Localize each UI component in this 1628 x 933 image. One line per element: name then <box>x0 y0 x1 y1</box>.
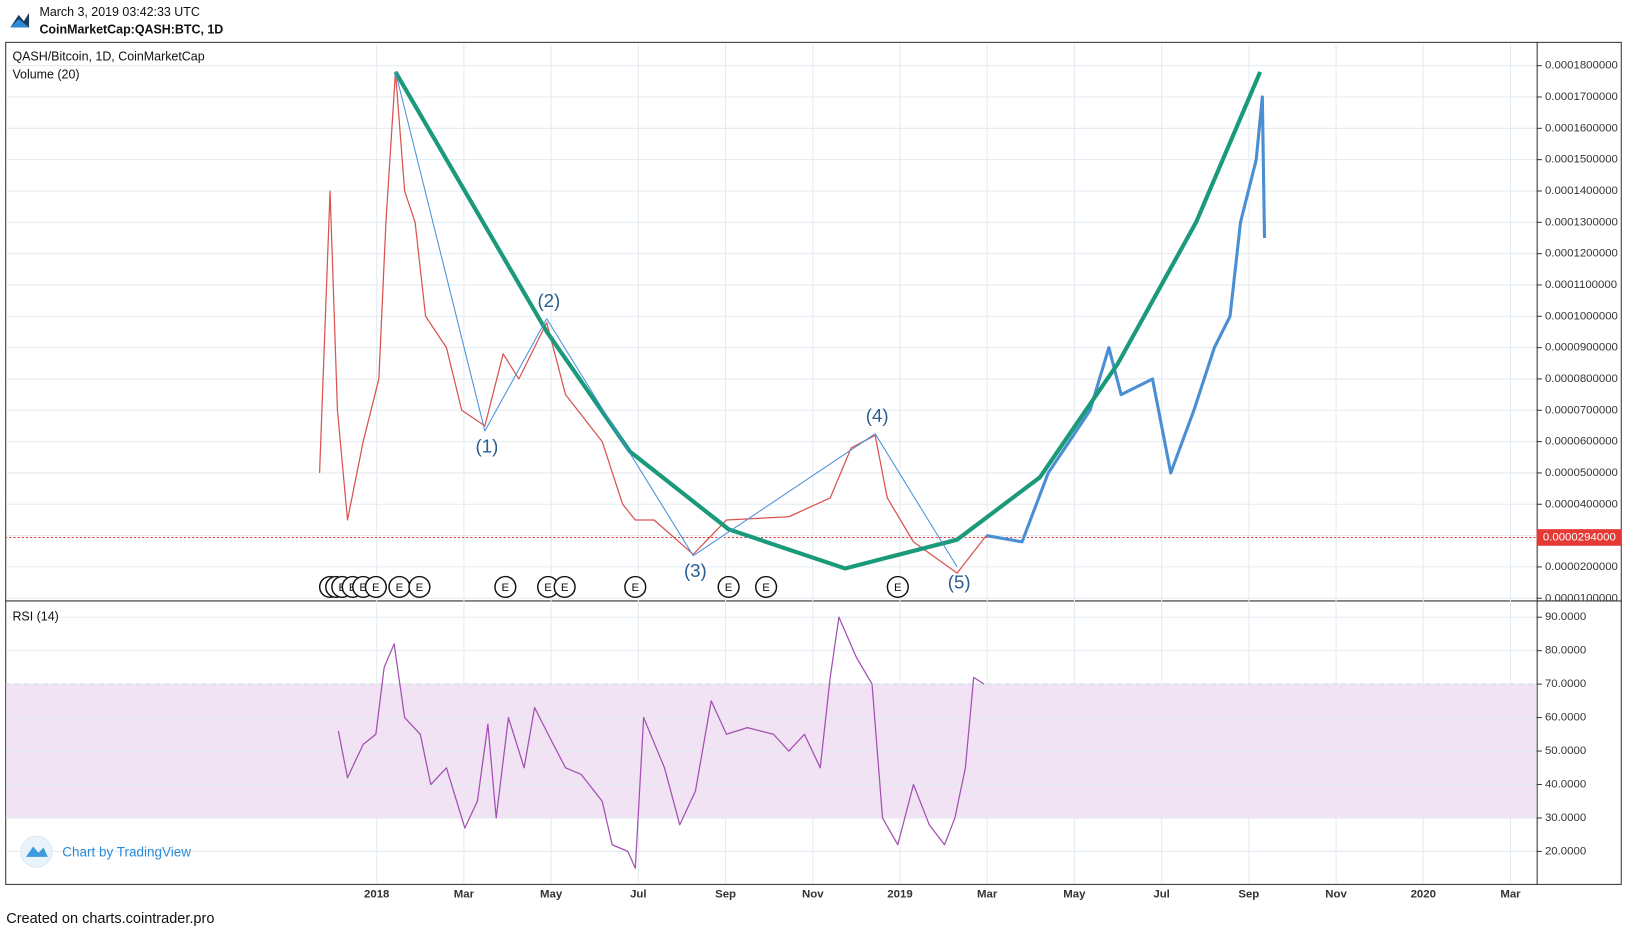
plot-layer: 2018 Mar May Jul Sep Nov 2019 Mar May Jul Sep Nov 20… <box>5 42 1622 900</box>
x-tick-label: Sep <box>715 888 736 900</box>
x-tick-label: Jul <box>630 888 646 900</box>
x-tick-label: May <box>540 888 563 900</box>
earnings-label: E <box>372 582 380 594</box>
current-price-label: 0.0000294000 <box>1543 531 1616 543</box>
earnings-circle <box>553 575 576 599</box>
y-tick-label: 0.0001300000 <box>1545 216 1618 228</box>
logo <box>8 8 32 30</box>
earnings-marker: E <box>408 575 431 599</box>
y-tick-label: 30.0000 <box>1545 812 1586 824</box>
watermark[interactable]: Chart by TradingView <box>20 835 191 868</box>
earnings-label: E <box>359 582 367 594</box>
y-tick-label: 0.0001100000 <box>1545 279 1617 291</box>
earnings-marker: E <box>553 575 576 599</box>
x-tick-label: Mar <box>454 888 475 900</box>
y-tick-label: 0.0000900000 <box>1545 342 1618 354</box>
y-tick-label: 0.0001600000 <box>1545 122 1618 134</box>
wave-label: (1) <box>476 435 499 456</box>
x-tick-label: 2018 <box>364 888 389 900</box>
rsi-title: RSI (14) <box>12 609 58 623</box>
earnings-marker: E <box>624 575 647 599</box>
x-tick-label: 2019 <box>887 888 912 900</box>
series-line <box>394 71 958 568</box>
x-tick-label: Jul <box>1153 888 1169 900</box>
chart-frame <box>5 41 1622 885</box>
watermark-text: Chart by TradingView <box>62 844 191 859</box>
x-tick-label: Nov <box>802 888 824 900</box>
x-tick-label: Mar <box>977 888 998 900</box>
earnings-label: E <box>725 582 733 594</box>
earnings-marker: E <box>388 575 411 599</box>
earnings-marker: E <box>494 575 517 599</box>
y-tick-label: 0.0000500000 <box>1545 467 1618 479</box>
earnings-circle <box>408 575 431 599</box>
y-tick-label: 0.0001500000 <box>1545 154 1618 166</box>
earnings-circle <box>624 575 647 599</box>
y-tick-label: 0.0000200000 <box>1545 561 1618 573</box>
y-tick-label: 50.0000 <box>1545 745 1586 757</box>
earnings-marker: E <box>886 575 909 599</box>
y-tick-label: 80.0000 <box>1545 645 1586 657</box>
earnings-marker: E <box>364 575 387 599</box>
x-tick-label: Nov <box>1325 888 1347 900</box>
y-tick-label: 0.0000100000 <box>1545 592 1618 604</box>
wave-label: (3) <box>684 560 707 581</box>
y-tick-label: 0.0001400000 <box>1545 185 1618 197</box>
x-tick-label: Sep <box>1238 888 1259 900</box>
y-tick-label: 0.0000700000 <box>1545 404 1618 416</box>
wave-label: (5) <box>948 571 971 592</box>
wave-label: (2) <box>537 290 560 311</box>
y-tick-label: 0.0001700000 <box>1545 91 1618 103</box>
y-tick-label: 70.0000 <box>1545 678 1586 690</box>
y-tick-label: 40.0000 <box>1545 779 1586 791</box>
earnings-label: E <box>544 582 552 594</box>
current-price-tag <box>1536 529 1622 546</box>
series-line <box>318 71 987 574</box>
earnings-circle <box>755 575 778 599</box>
y-tick-label: 0.0001000000 <box>1545 310 1618 322</box>
y-tick-label: 0.0000800000 <box>1545 373 1618 385</box>
earnings-label: E <box>561 582 569 594</box>
x-tick-label: Mar <box>1500 888 1521 900</box>
y-tick-label: 20.0000 <box>1545 845 1586 857</box>
series-line <box>337 616 985 869</box>
y-tick-label: 90.0000 <box>1545 611 1586 623</box>
earnings-label: E <box>631 582 639 594</box>
x-tick-label: May <box>1063 888 1086 900</box>
x-tick-label: 2020 <box>1411 888 1436 900</box>
earnings-circle <box>886 575 909 599</box>
earnings-marker: E <box>755 575 778 599</box>
y-tick-label: 60.0000 <box>1545 712 1586 724</box>
earnings-label: E <box>502 582 510 594</box>
y-tick-label: 0.0000600000 <box>1545 436 1618 448</box>
volume-label: Volume (20) <box>12 67 79 81</box>
y-tick-label: 0.0001200000 <box>1545 248 1618 260</box>
earnings-marker: E <box>717 575 740 599</box>
series-line <box>986 95 1267 544</box>
earnings-circle <box>494 575 517 599</box>
earnings-circle <box>717 575 740 599</box>
earnings-label: E <box>396 582 404 594</box>
chart-title: QASH/Bitcoin, 1D, CoinMarketCap <box>12 50 204 64</box>
y-tick-label: 0.0001800000 <box>1545 60 1618 72</box>
wave-label: (4) <box>866 405 889 426</box>
earnings-label: E <box>416 582 424 594</box>
y-tick-label: 0.0000400000 <box>1545 498 1618 510</box>
earnings-label: E <box>762 582 770 594</box>
footer: Created on charts.cointrader.pro <box>6 911 214 927</box>
timestamp: March 3, 2019 03:42:33 UTC <box>39 5 199 19</box>
earnings-circle <box>364 575 387 599</box>
earnings-label: E <box>894 582 902 594</box>
series-line <box>393 70 1263 571</box>
symbol: CoinMarketCap:QASH:BTC, 1D <box>39 23 223 37</box>
